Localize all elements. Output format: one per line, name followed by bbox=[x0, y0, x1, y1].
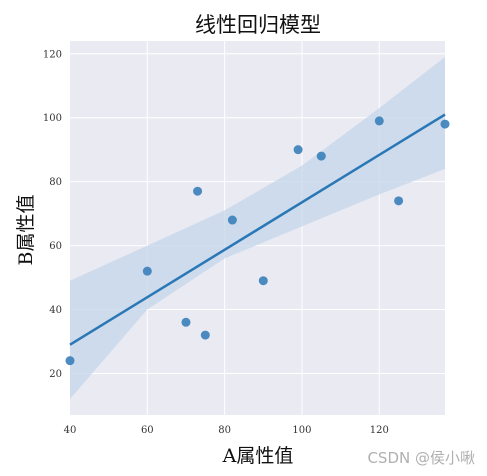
x-tick-label-4: 120 bbox=[370, 425, 389, 436]
data-point-7 bbox=[293, 145, 303, 155]
confidence-band bbox=[70, 56, 445, 400]
x-tick-label-0: 40 bbox=[64, 425, 77, 436]
x-tick-labels: 40 60 80 100 120 bbox=[64, 425, 389, 436]
x-tick-label-3: 100 bbox=[292, 425, 311, 436]
data-point-9 bbox=[374, 116, 384, 126]
data-point-10 bbox=[394, 196, 404, 206]
y-tick-label-2: 60 bbox=[49, 241, 62, 252]
x-tick-label-2: 80 bbox=[218, 425, 231, 436]
y-tick-label-0: 20 bbox=[49, 369, 62, 380]
data-point-5 bbox=[227, 215, 237, 225]
y-tick-label-3: 80 bbox=[49, 177, 62, 188]
regression-line bbox=[69, 113, 446, 346]
y-tick-labels: 20 40 60 80 100 120 bbox=[43, 49, 62, 380]
data-points bbox=[65, 116, 450, 366]
data-point-6 bbox=[258, 276, 268, 286]
x-tick-label-1: 60 bbox=[141, 425, 154, 436]
y-tick-label-4: 100 bbox=[43, 113, 62, 124]
watermark: CSDN @侯小啾 bbox=[367, 449, 475, 467]
data-point-11 bbox=[440, 119, 450, 129]
data-point-2 bbox=[181, 317, 191, 327]
y-axis-label: B属性值 bbox=[15, 195, 37, 266]
data-point-3 bbox=[193, 186, 203, 196]
data-point-1 bbox=[142, 266, 152, 276]
data-point-0 bbox=[65, 356, 75, 366]
data-point-8 bbox=[316, 151, 326, 161]
data-point-4 bbox=[200, 330, 210, 340]
y-tick-label-1: 40 bbox=[49, 305, 62, 316]
chart-title: 线性回归模型 bbox=[195, 13, 321, 37]
x-axis-label: A属性值 bbox=[222, 445, 294, 467]
y-tick-label-5: 120 bbox=[43, 49, 62, 60]
